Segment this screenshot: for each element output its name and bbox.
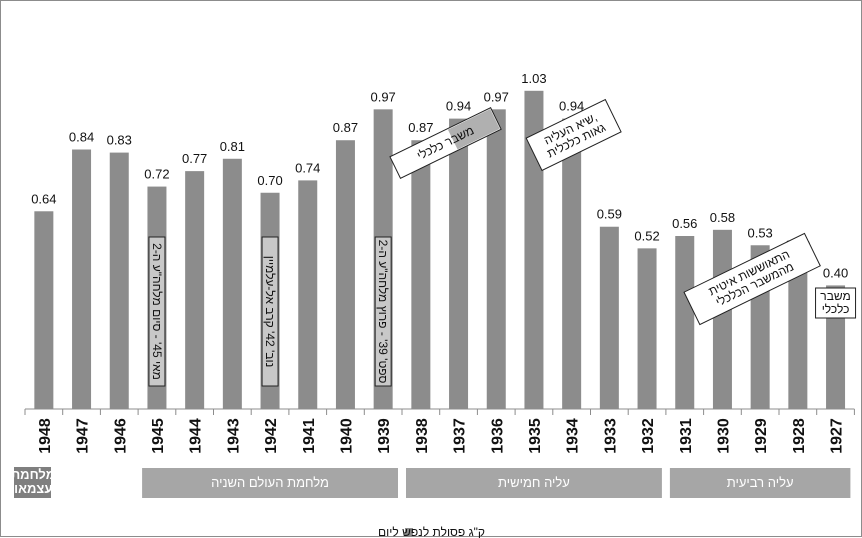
period-band: עליה רביעית <box>669 468 851 498</box>
bar <box>72 149 92 409</box>
bar <box>222 158 242 409</box>
annotation: משבר כלכלי <box>389 106 502 180</box>
x-tick-label: 1931 <box>678 418 695 454</box>
x-tick-label: 1929 <box>753 418 770 454</box>
period-band-box <box>669 468 851 498</box>
data-label: 0.87 <box>333 120 358 135</box>
data-label: 0.77 <box>182 151 207 166</box>
bar <box>675 236 695 409</box>
data-label: 0.97 <box>484 89 509 104</box>
period-band-box <box>142 468 398 498</box>
data-label: 0.81 <box>220 139 245 154</box>
legend-label: ק"ג פסולת לנפש ליום <box>378 525 485 538</box>
data-label: 0.58 <box>710 210 735 225</box>
x-tick-label: 1930 <box>715 418 732 454</box>
data-label: 0.52 <box>634 228 659 243</box>
bar <box>335 140 355 409</box>
data-label: 1.03 <box>521 71 546 86</box>
data-label: 0.64 <box>31 191 56 206</box>
period-band: מלחמת העולם השניה <box>142 468 398 498</box>
x-tick-label: 1943 <box>225 418 242 454</box>
bar <box>524 90 544 409</box>
annotation-label: משבר כלכלי <box>820 289 850 316</box>
x-tick-label: 1948 <box>37 418 54 454</box>
annotation: נוב' 42' קרב אל-עלמיין <box>261 236 279 387</box>
period-band-label: עליה רביעית <box>727 475 794 490</box>
x-tick-label: 1927 <box>829 418 846 454</box>
x-tick-label: 1947 <box>75 418 92 454</box>
period-band-box <box>14 467 51 498</box>
data-label: 0.94 <box>559 99 584 114</box>
data-label: 0.84 <box>69 130 94 145</box>
annotation-box <box>683 232 821 326</box>
x-tick-label: 1938 <box>414 418 431 454</box>
bar <box>109 152 129 409</box>
x-tick-label: 1937 <box>452 418 469 454</box>
data-label: 0.87 <box>408 120 433 135</box>
x-tick-label: 1933 <box>602 418 619 454</box>
annotation-fill <box>447 109 500 150</box>
period-band-label: מלחמת העולם השניה <box>211 475 329 490</box>
x-tick-label: 1934 <box>565 418 582 454</box>
x-tick-label: 1944 <box>188 418 205 454</box>
period-band-box <box>406 468 662 498</box>
data-label: 0.97 <box>370 89 395 104</box>
bar <box>599 226 619 409</box>
bar <box>411 140 431 409</box>
bar <box>562 118 582 409</box>
x-tick-label: 1941 <box>301 418 318 454</box>
bar <box>788 257 808 409</box>
x-tick-label: 1946 <box>112 418 129 454</box>
annotation: משבר כלכלי <box>815 287 857 319</box>
annotation-box <box>261 236 279 387</box>
data-label: 0.72 <box>144 167 169 182</box>
data-label: 0.40 <box>823 265 848 280</box>
x-tick-label: 1940 <box>338 418 355 454</box>
annotation-label: נוב' 42' קרב אל-עלמיין <box>263 256 277 368</box>
bar <box>637 248 657 409</box>
period-band-label: מלחמת העצמאות <box>5 467 61 496</box>
annotation: מאי 45' - סיום מלחה"ע ה-2 <box>148 236 166 387</box>
x-tick-label: 1935 <box>527 418 544 454</box>
bar <box>712 229 732 409</box>
x-tick-label: 1936 <box>489 418 506 454</box>
x-tick-label: 1939 <box>376 418 393 454</box>
x-tick-label: 1932 <box>640 418 657 454</box>
annotation-box <box>525 98 622 172</box>
period-band: עליה חמישית <box>406 468 662 498</box>
data-label: 0.74 <box>295 160 320 175</box>
x-tick-label: 1942 <box>263 418 280 454</box>
data-label: 0.83 <box>107 133 132 148</box>
data-label: 0.59 <box>597 207 622 222</box>
period-band-label: עליה חמישית <box>498 475 570 490</box>
annotation: ספט' 39' - פרוץ מלחה"ע ה-2 <box>374 236 392 387</box>
bar <box>298 180 318 409</box>
annotation-box <box>815 287 857 319</box>
annotation-label: מאי 45' - סיום מלחה"ע ה-2 <box>150 243 164 380</box>
x-tick-label: 1945 <box>150 418 167 454</box>
bar <box>449 118 469 409</box>
data-label: 0.70 <box>257 173 282 188</box>
x-tick-label: 1928 <box>791 418 808 454</box>
data-label: 0.94 <box>446 99 471 114</box>
annotation-label: ספט' 39' - פרוץ מלחה"ע ה-2 <box>376 240 390 384</box>
bar <box>185 171 205 409</box>
annotation-box <box>148 236 166 387</box>
period-band: מלחמת העצמאות <box>5 467 61 498</box>
legend: ק"ג פסולת לנפש ליום <box>378 525 485 538</box>
annotation-box <box>374 236 392 387</box>
legend-swatch <box>405 528 413 536</box>
bar <box>486 109 506 409</box>
data-label: 0.56 <box>672 216 697 231</box>
bar <box>34 211 54 409</box>
data-label: 0.53 <box>747 225 772 240</box>
